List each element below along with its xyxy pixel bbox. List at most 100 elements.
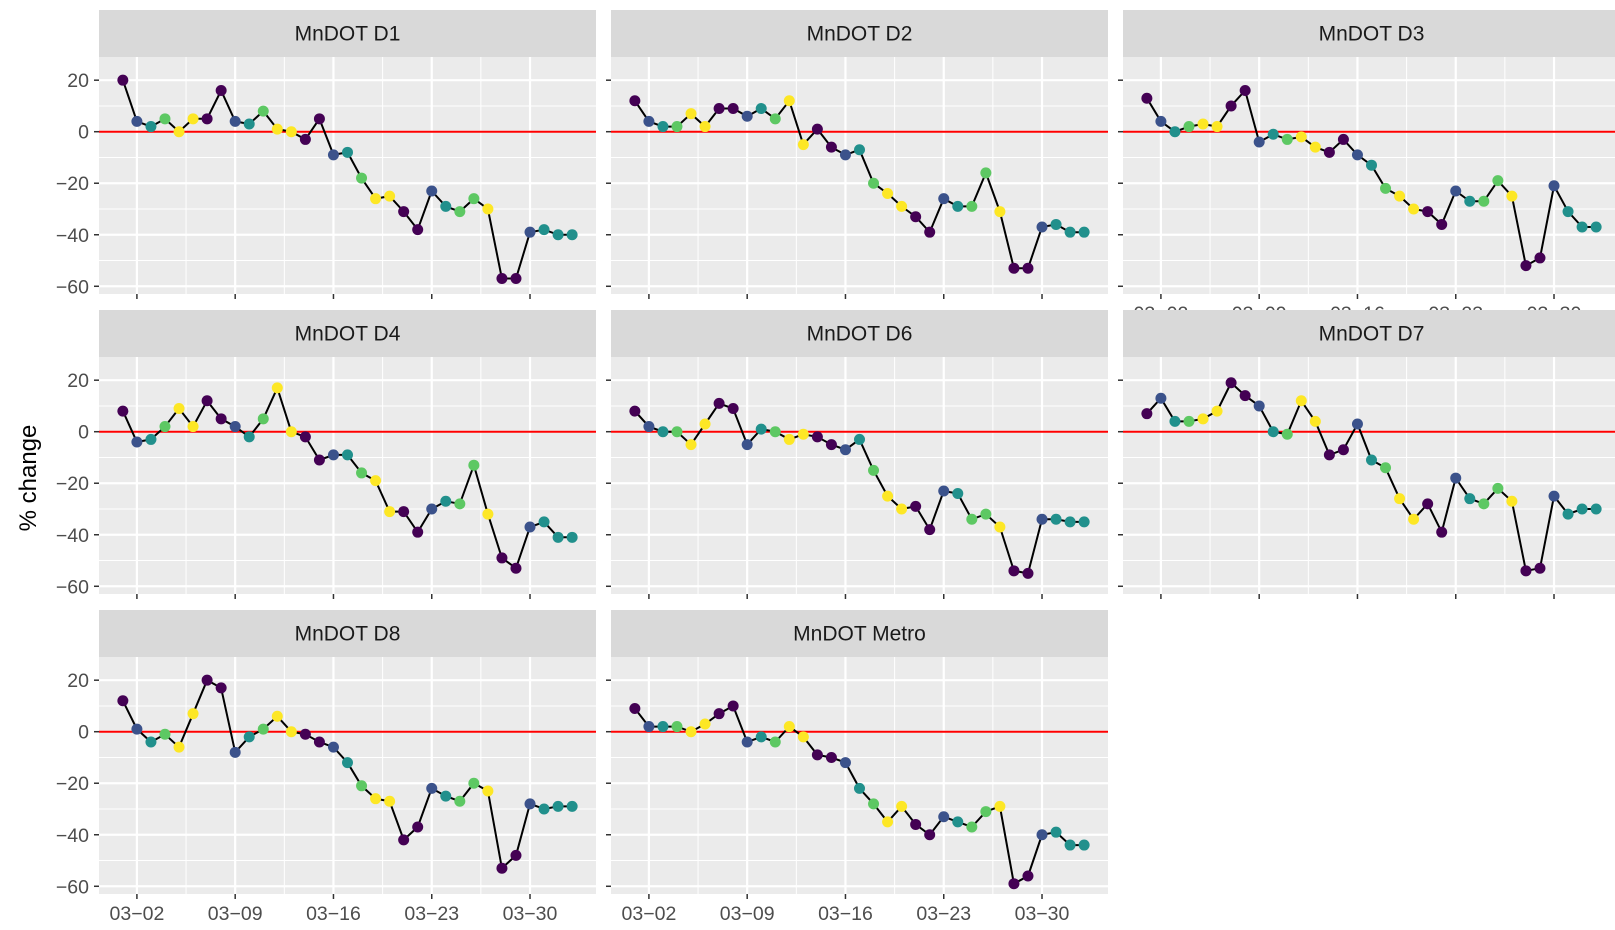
data-point: [454, 206, 466, 218]
facet-strip-label: MnDOT D6: [807, 323, 913, 346]
data-point: [1408, 513, 1420, 525]
data-point: [1520, 260, 1532, 272]
data-point: [1408, 203, 1420, 215]
data-point: [243, 731, 255, 743]
data-point: [629, 405, 641, 417]
panel-background: [1123, 57, 1615, 294]
data-point: [1309, 415, 1321, 427]
data-point: [1022, 567, 1034, 579]
data-point: [699, 718, 711, 730]
data-point: [454, 795, 466, 807]
facet-strip: [99, 310, 596, 357]
data-point: [797, 731, 809, 743]
data-point: [285, 426, 297, 438]
data-point: [524, 798, 536, 810]
x-tick-label: 03−23: [916, 903, 971, 925]
data-point: [117, 695, 129, 707]
data-point: [285, 726, 297, 738]
data-point: [1534, 562, 1546, 574]
data-point: [1078, 839, 1090, 851]
x-tick-label: 03−23: [404, 903, 459, 925]
data-point: [727, 103, 739, 115]
data-point: [657, 121, 669, 133]
data-point: [713, 708, 725, 720]
data-point: [1450, 185, 1462, 197]
data-point: [271, 382, 283, 394]
data-point: [1050, 826, 1062, 838]
data-point: [1078, 516, 1090, 528]
data-point: [1064, 839, 1076, 851]
y-tick-label: −20: [56, 473, 89, 495]
data-point: [952, 816, 964, 828]
data-point: [1295, 395, 1307, 407]
data-point: [1309, 141, 1321, 153]
data-point: [1548, 490, 1560, 502]
data-point: [1281, 428, 1293, 440]
data-point: [1155, 115, 1167, 127]
y-tick-label: −40: [56, 225, 89, 247]
data-point: [1337, 133, 1349, 145]
data-point: [440, 495, 452, 507]
data-point: [755, 731, 767, 743]
data-point: [685, 726, 697, 738]
data-point: [1337, 444, 1349, 456]
data-point: [825, 141, 837, 153]
data-point: [426, 503, 438, 515]
data-point: [1436, 526, 1448, 538]
data-point: [342, 449, 353, 461]
data-point: [1253, 136, 1265, 148]
data-point: [783, 721, 795, 733]
data-point: [313, 113, 325, 125]
data-point: [1394, 190, 1406, 202]
facet-panel: MnDOT D2: [606, 10, 1108, 299]
data-point: [482, 785, 494, 797]
y-tick-label: −20: [56, 773, 89, 795]
x-tick-label: 03−02: [622, 903, 677, 925]
data-point: [1450, 472, 1462, 484]
data-point: [1394, 493, 1406, 505]
data-point: [952, 488, 964, 500]
data-point: [552, 531, 564, 543]
data-point: [496, 862, 508, 874]
data-point: [370, 193, 382, 205]
data-point: [741, 439, 753, 451]
data-point: [566, 800, 578, 812]
data-point: [1211, 121, 1223, 133]
data-point: [538, 224, 550, 236]
data-point: [966, 513, 978, 525]
data-point: [854, 144, 865, 156]
data-point: [1141, 408, 1153, 420]
data-point: [839, 757, 851, 769]
panel-background: [611, 657, 1108, 894]
facet-strip-label: MnDOT Metro: [793, 623, 926, 646]
data-point: [145, 433, 157, 445]
data-point: [440, 200, 452, 212]
data-point: [285, 126, 297, 138]
data-point: [811, 431, 823, 443]
data-point: [868, 177, 880, 189]
data-point: [384, 506, 396, 518]
data-point: [741, 110, 753, 122]
data-point: [643, 421, 655, 433]
y-tick-label: 20: [67, 70, 89, 92]
data-point: [1036, 513, 1048, 525]
data-point: [1225, 377, 1237, 389]
data-point: [811, 749, 823, 761]
data-point: [524, 521, 536, 533]
data-point: [398, 506, 410, 518]
y-axis-title: % change: [15, 425, 42, 532]
data-point: [552, 229, 564, 241]
data-point: [440, 790, 452, 802]
data-point: [1225, 100, 1237, 112]
data-point: [783, 433, 795, 445]
data-point: [257, 105, 269, 117]
data-point: [952, 200, 964, 212]
facet-strip-label: MnDOT D8: [295, 623, 401, 646]
data-point: [299, 431, 311, 443]
data-point: [159, 421, 171, 433]
data-point: [566, 531, 578, 543]
data-point: [685, 108, 697, 120]
data-point: [524, 226, 536, 238]
panel-background: [99, 657, 596, 894]
